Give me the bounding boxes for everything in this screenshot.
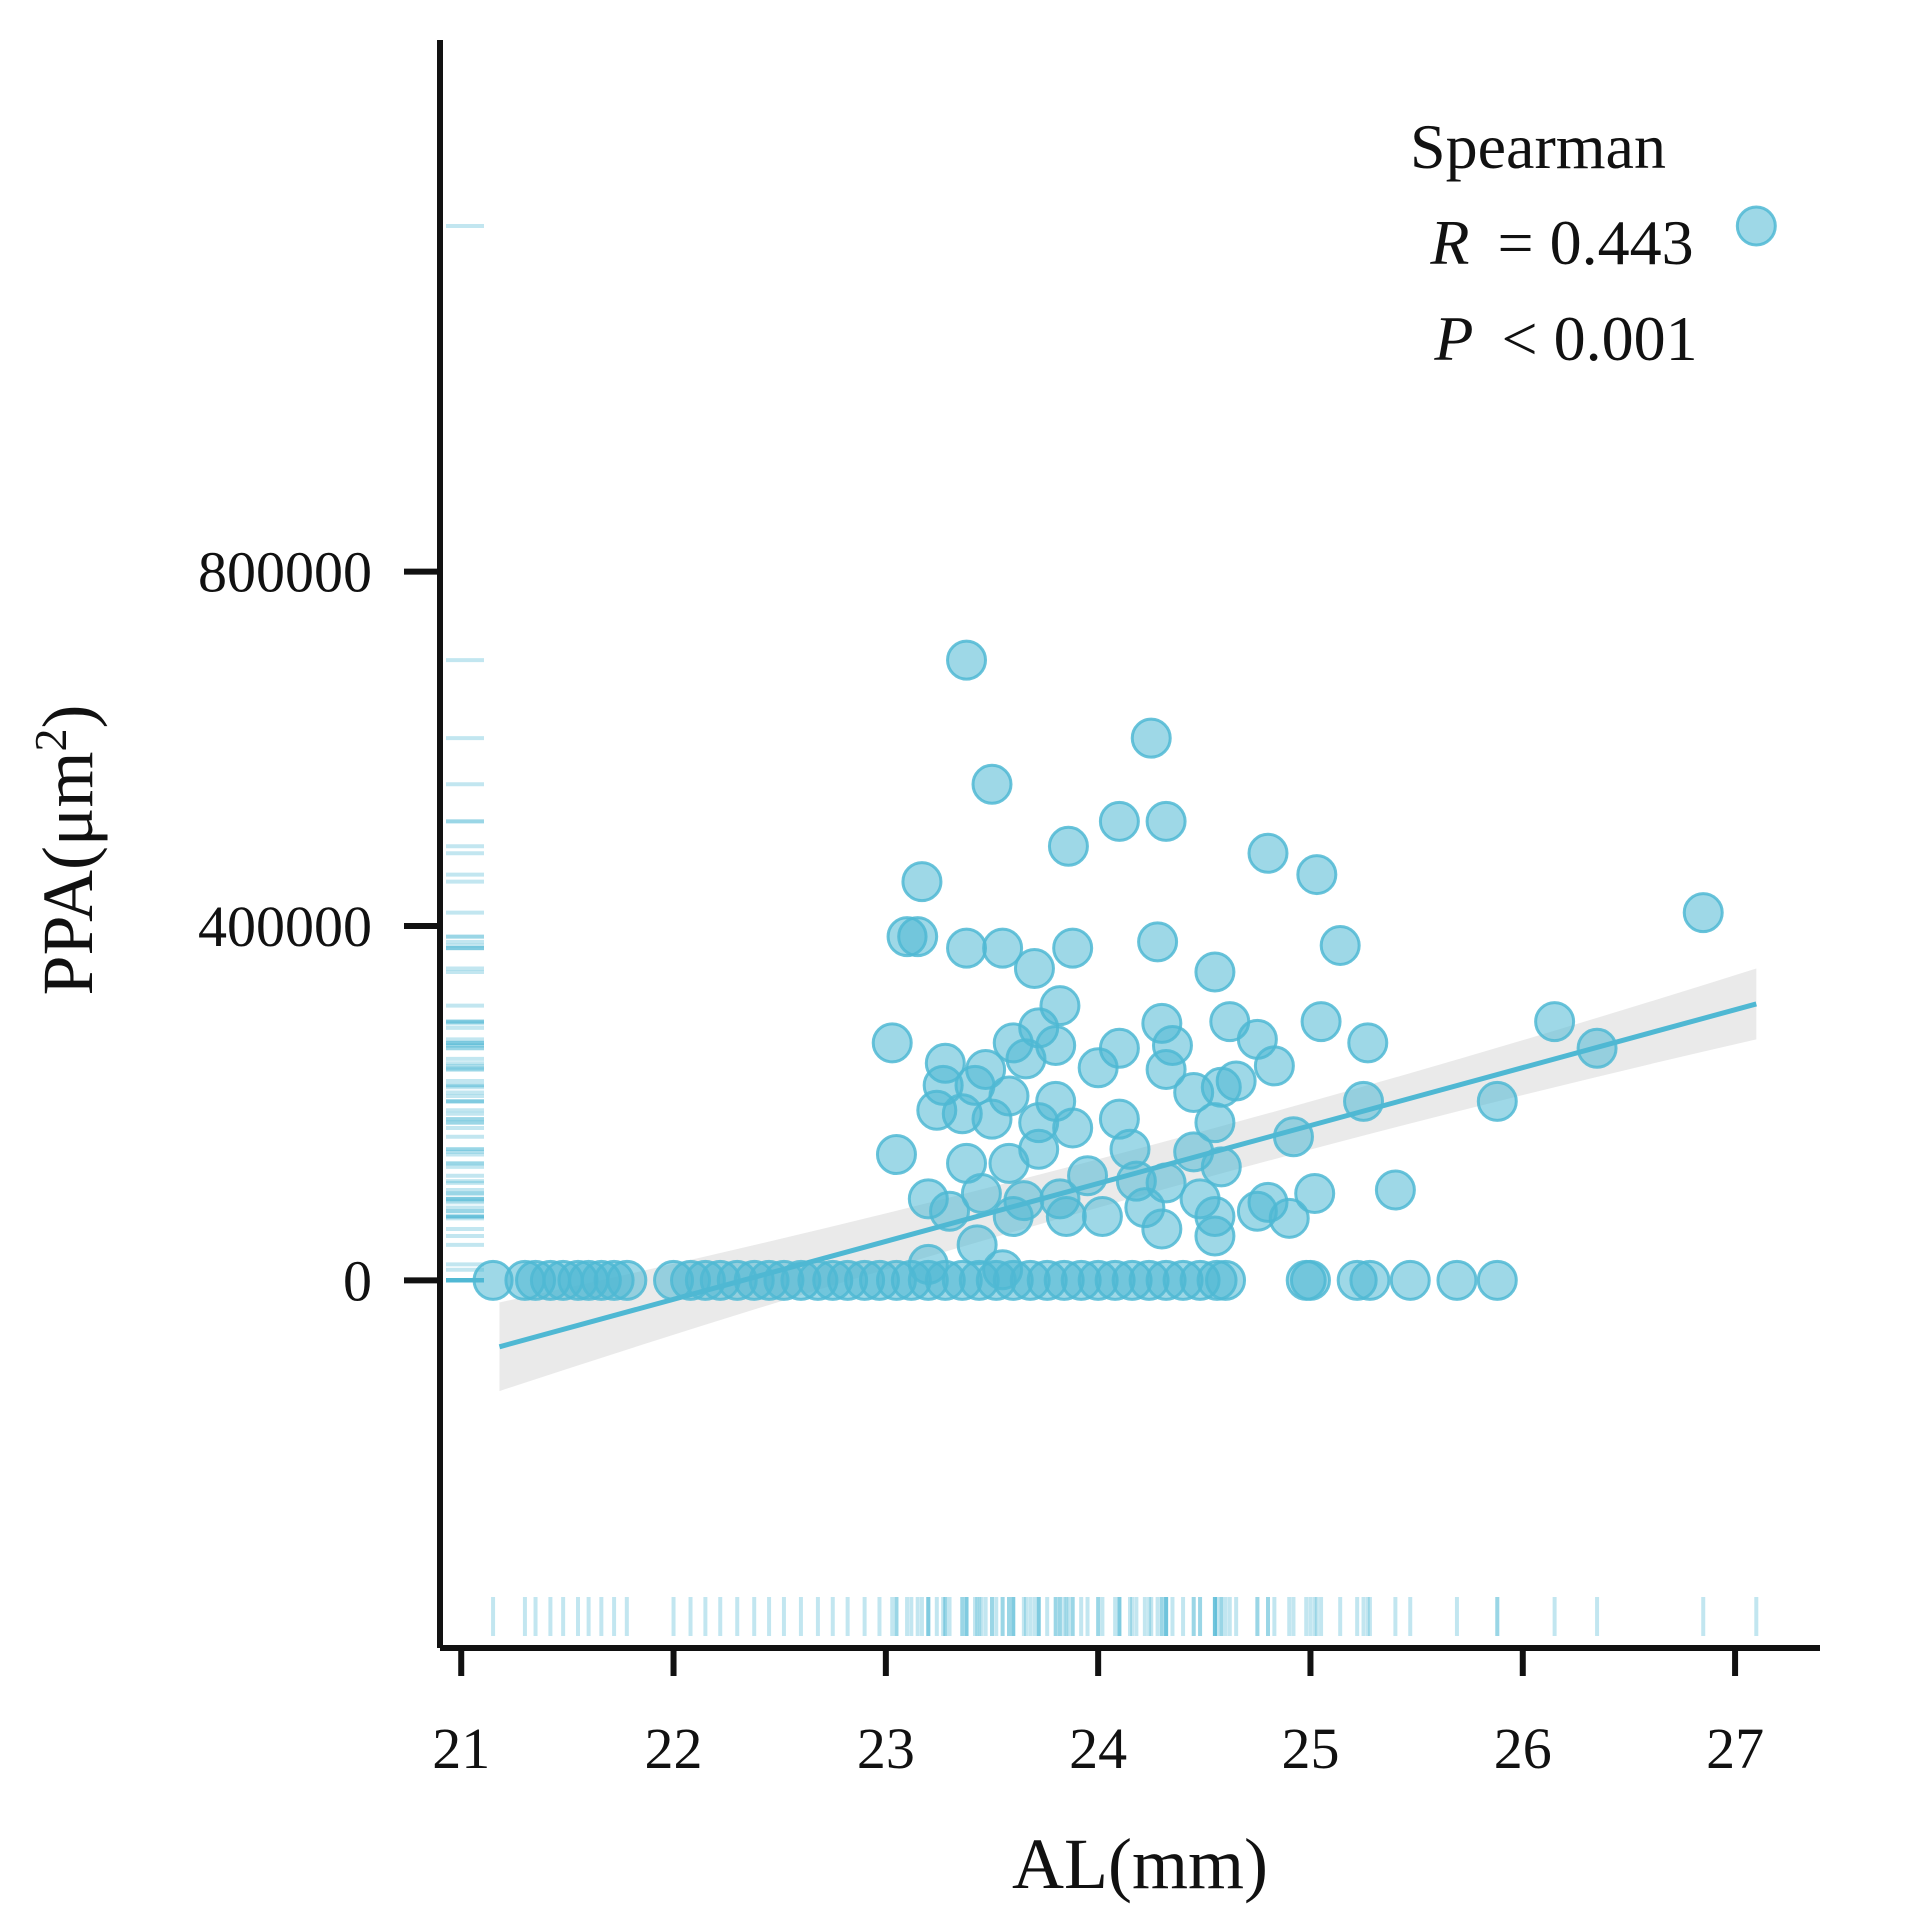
data-point	[871, 1022, 913, 1064]
stats-method: Spearman	[1410, 111, 1666, 182]
data-point	[960, 1173, 1002, 1215]
data-point	[1194, 951, 1236, 993]
data-point	[875, 1134, 917, 1176]
y-tick-label: 800000	[198, 540, 372, 605]
data-point	[1294, 1173, 1336, 1215]
data-point	[901, 861, 943, 903]
data-point	[1253, 1045, 1295, 1087]
data-point	[606, 1259, 648, 1301]
y-axis-title: PPA(μm2)	[25, 704, 108, 995]
rug-y	[446, 224, 484, 1283]
data-point	[971, 763, 1013, 805]
data-point	[982, 927, 1024, 969]
stats-annotation: Spearman R = 0.443 P < 0.001	[1410, 111, 1698, 374]
y-axis-title-main: PPA(μm	[28, 751, 108, 995]
data-point	[1347, 1022, 1389, 1064]
data-point-outlier	[1735, 205, 1777, 247]
data-point	[1389, 1259, 1431, 1301]
data-point	[1047, 825, 1089, 867]
rug-x	[491, 1597, 1759, 1636]
data-point	[1200, 1066, 1242, 1108]
data-point	[1013, 947, 1055, 989]
stats-r-value: = 0.443	[1498, 207, 1694, 278]
data-point	[982, 1249, 1024, 1291]
data-point	[1052, 1107, 1094, 1149]
y-tick-label: 400000	[198, 894, 372, 959]
x-tick-label: 22	[645, 1716, 703, 1781]
y-tick-label: 0	[343, 1248, 372, 1313]
x-tick-label: 23	[857, 1716, 915, 1781]
data-point	[1145, 800, 1187, 842]
x-tick-label: 21	[432, 1716, 490, 1781]
data-point	[956, 1224, 998, 1266]
data-point	[907, 1243, 949, 1285]
x-tick-label: 26	[1494, 1716, 1552, 1781]
data-point	[1289, 1259, 1331, 1301]
data-point	[1436, 1259, 1478, 1301]
x-tick-label: 24	[1069, 1716, 1127, 1781]
stats-r: R = 0.443	[1429, 207, 1693, 278]
y-axis-title-close: )	[28, 704, 108, 728]
data-point	[1052, 927, 1094, 969]
stats-r-label: R	[1429, 207, 1469, 278]
data-point	[1077, 1047, 1119, 1089]
y-axis: 0 400000 800000	[198, 40, 443, 1648]
data-point	[1081, 1196, 1123, 1238]
regression-line	[498, 1001, 1757, 1350]
x-tick-label: 25	[1281, 1716, 1339, 1781]
data-point	[971, 1098, 1013, 1140]
data-point	[1682, 892, 1724, 934]
data-point	[1319, 924, 1361, 966]
data-point	[1145, 1048, 1187, 1090]
regression-group	[498, 1001, 1757, 1350]
data-point	[1194, 1215, 1236, 1257]
data-point	[1300, 1001, 1342, 1043]
data-point	[1476, 1259, 1518, 1301]
data-point	[1268, 1197, 1310, 1239]
y-axis-title-superscript: 2	[25, 728, 76, 751]
data-point	[1247, 832, 1289, 874]
data-point	[1141, 1208, 1183, 1250]
data-point	[1018, 1128, 1060, 1170]
data-point	[1130, 717, 1172, 759]
data-point	[946, 927, 988, 969]
x-axis-title: AL(mm)	[1012, 1824, 1268, 1904]
data-point	[1098, 800, 1140, 842]
data-point	[1205, 1259, 1247, 1301]
x-tick-label: 27	[1706, 1716, 1764, 1781]
data-point	[1374, 1169, 1416, 1211]
x-axis: 21 22 23 24 25 26 27	[432, 1645, 1820, 1781]
data-point	[1005, 1038, 1047, 1080]
stats-p-label: P	[1433, 303, 1473, 374]
stats-p-value: < 0.001	[1502, 303, 1698, 374]
data-point	[946, 639, 988, 681]
data-point	[1296, 854, 1338, 896]
data-point	[897, 916, 939, 958]
data-point	[1534, 1001, 1576, 1043]
data-point	[1476, 1080, 1518, 1122]
data-point	[1272, 1116, 1314, 1158]
data-point	[1137, 921, 1179, 963]
stats-p: P < 0.001	[1433, 303, 1697, 374]
data-point	[1045, 1196, 1087, 1238]
data-point	[1194, 1102, 1236, 1144]
data-point	[1349, 1259, 1391, 1301]
